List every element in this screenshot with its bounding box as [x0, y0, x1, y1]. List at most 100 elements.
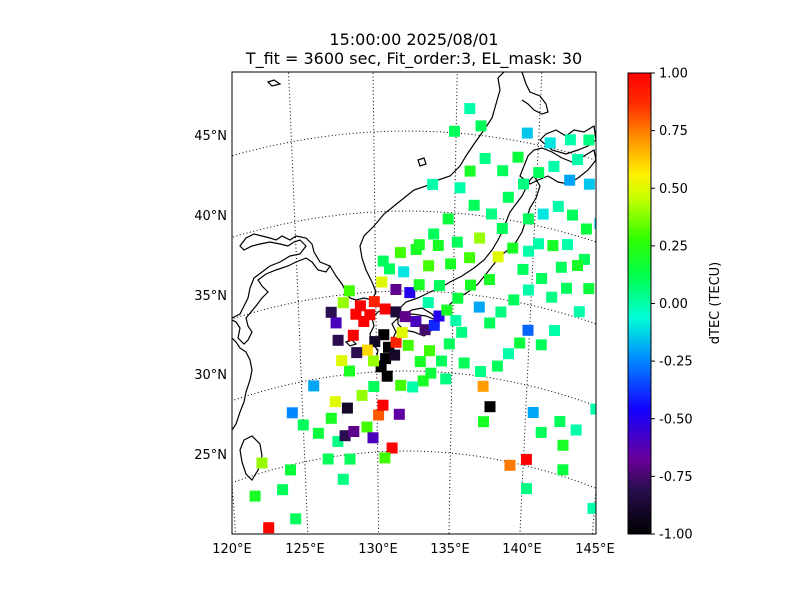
dtec-point [379, 452, 391, 464]
dtec-point [522, 324, 534, 336]
dtec-point [442, 213, 454, 225]
colorbar-tick-label: -0.50 [659, 412, 693, 427]
dtec-point [427, 178, 439, 190]
dtec-point [452, 292, 464, 304]
dtec-point [440, 373, 452, 385]
dtec-point [381, 370, 393, 382]
dtec-point [399, 311, 411, 323]
dtec-point [536, 273, 548, 284]
dtec-point [351, 347, 363, 359]
dtec-point [537, 208, 549, 220]
dtec-point [564, 174, 576, 186]
dtec-point [423, 260, 435, 272]
dtec-point [422, 297, 434, 309]
dtec-point [613, 218, 624, 229]
dtec-point [502, 191, 514, 203]
dtec-point [522, 213, 534, 225]
dtec-point [441, 304, 453, 316]
coast-hokkaido [519, 147, 596, 185]
dtec-point [364, 309, 376, 321]
dtec-point [308, 380, 320, 392]
dtec-point [290, 513, 302, 525]
dtec-point [573, 306, 585, 318]
dtec-point [436, 355, 447, 367]
dtec-point [256, 457, 268, 469]
dtec-point [277, 484, 289, 496]
dtec-point [546, 291, 558, 303]
coast-island-1 [344, 339, 358, 347]
dtec-point [390, 284, 402, 295]
dtec-point [496, 223, 508, 234]
colorbar-tick-label: -0.75 [659, 470, 693, 485]
dtec-point [599, 130, 610, 141]
coast-island-3 [417, 157, 427, 167]
dtec-point [561, 282, 572, 294]
dtec-point [465, 279, 476, 291]
dtec-point [395, 379, 407, 391]
dtec-point [548, 160, 560, 172]
chart-subtitle: T_fit = 3600 sec, Fit_order:3, EL_mask: … [245, 49, 583, 68]
dtec-point [484, 401, 496, 413]
dtec-point [433, 280, 445, 292]
parallel-45 [232, 130, 596, 161]
coast-island-2 [266, 79, 282, 87]
dtec-point [598, 441, 609, 452]
dtec-point [285, 464, 296, 476]
dtec-point [369, 336, 381, 348]
dtec-point [332, 334, 344, 346]
dtec-point [544, 137, 556, 149]
dtec-point [547, 240, 559, 252]
dtec-point [428, 319, 440, 331]
dtec-point [386, 442, 398, 454]
coast-sakhalin [521, 72, 549, 115]
colorbar-tick-label: -0.25 [659, 355, 693, 370]
lon-tick-label: 140°E [502, 542, 542, 557]
colorbar-tick-label: 0.00 [659, 297, 688, 312]
dtec-point [329, 396, 341, 408]
dtec-point [322, 453, 334, 465]
lon-tick-label: 120°E [212, 542, 252, 557]
lon-tick-label: 135°E [430, 542, 470, 557]
dtec-point [377, 255, 389, 267]
dtec-point [497, 165, 509, 177]
dtec-point [379, 303, 391, 315]
dtec-point [484, 317, 496, 329]
lat-tick-labels: 25°N 30°N 35°N 40°N 45°N [194, 129, 227, 463]
dtec-point [368, 381, 380, 392]
dtec-point [527, 407, 539, 418]
colorbar-tick-label: 0.25 [659, 239, 688, 254]
dtec-point [594, 218, 596, 229]
dtec-point [344, 453, 356, 465]
lon-tick-label: 125°E [285, 542, 325, 557]
dtec-point [390, 336, 402, 348]
lon-tick-label: 130°E [358, 542, 398, 557]
lat-tick-label: 25°N [194, 448, 227, 463]
dtec-point [286, 407, 298, 419]
dtec-point [367, 432, 379, 444]
dtec-point [383, 341, 394, 353]
dtec-point [475, 120, 487, 132]
dtec-point [474, 232, 486, 244]
dtec-point [468, 199, 480, 211]
dtec-point [572, 260, 583, 271]
dtec-point [611, 153, 622, 164]
dtec-point [491, 360, 503, 372]
dtec-point [407, 381, 419, 393]
dtec-point [339, 430, 351, 442]
colorbar-tick-label: 1.00 [659, 67, 688, 82]
dtec-point [464, 103, 476, 115]
lat-tick-label: 35°N [194, 289, 227, 304]
dtec-point [350, 308, 362, 320]
dtec-point [535, 426, 547, 438]
colorbar-ticks: 1.00 0.75 0.50 0.25 0.00 -0.25 -0.50 -0.75 -1.00 [651, 67, 693, 543]
dtec-point [578, 253, 590, 265]
dtec-point [402, 339, 414, 351]
colorbar-tick-label: 0.50 [659, 182, 688, 197]
dtec-point [312, 427, 324, 439]
dtec-point [552, 200, 564, 212]
lon-tick-labels: 120°E 125°E 130°E 135°E 140°E 145°E [212, 542, 615, 557]
dtec-point [587, 502, 596, 514]
dtec-point [330, 317, 342, 329]
dtec-point [445, 258, 457, 270]
